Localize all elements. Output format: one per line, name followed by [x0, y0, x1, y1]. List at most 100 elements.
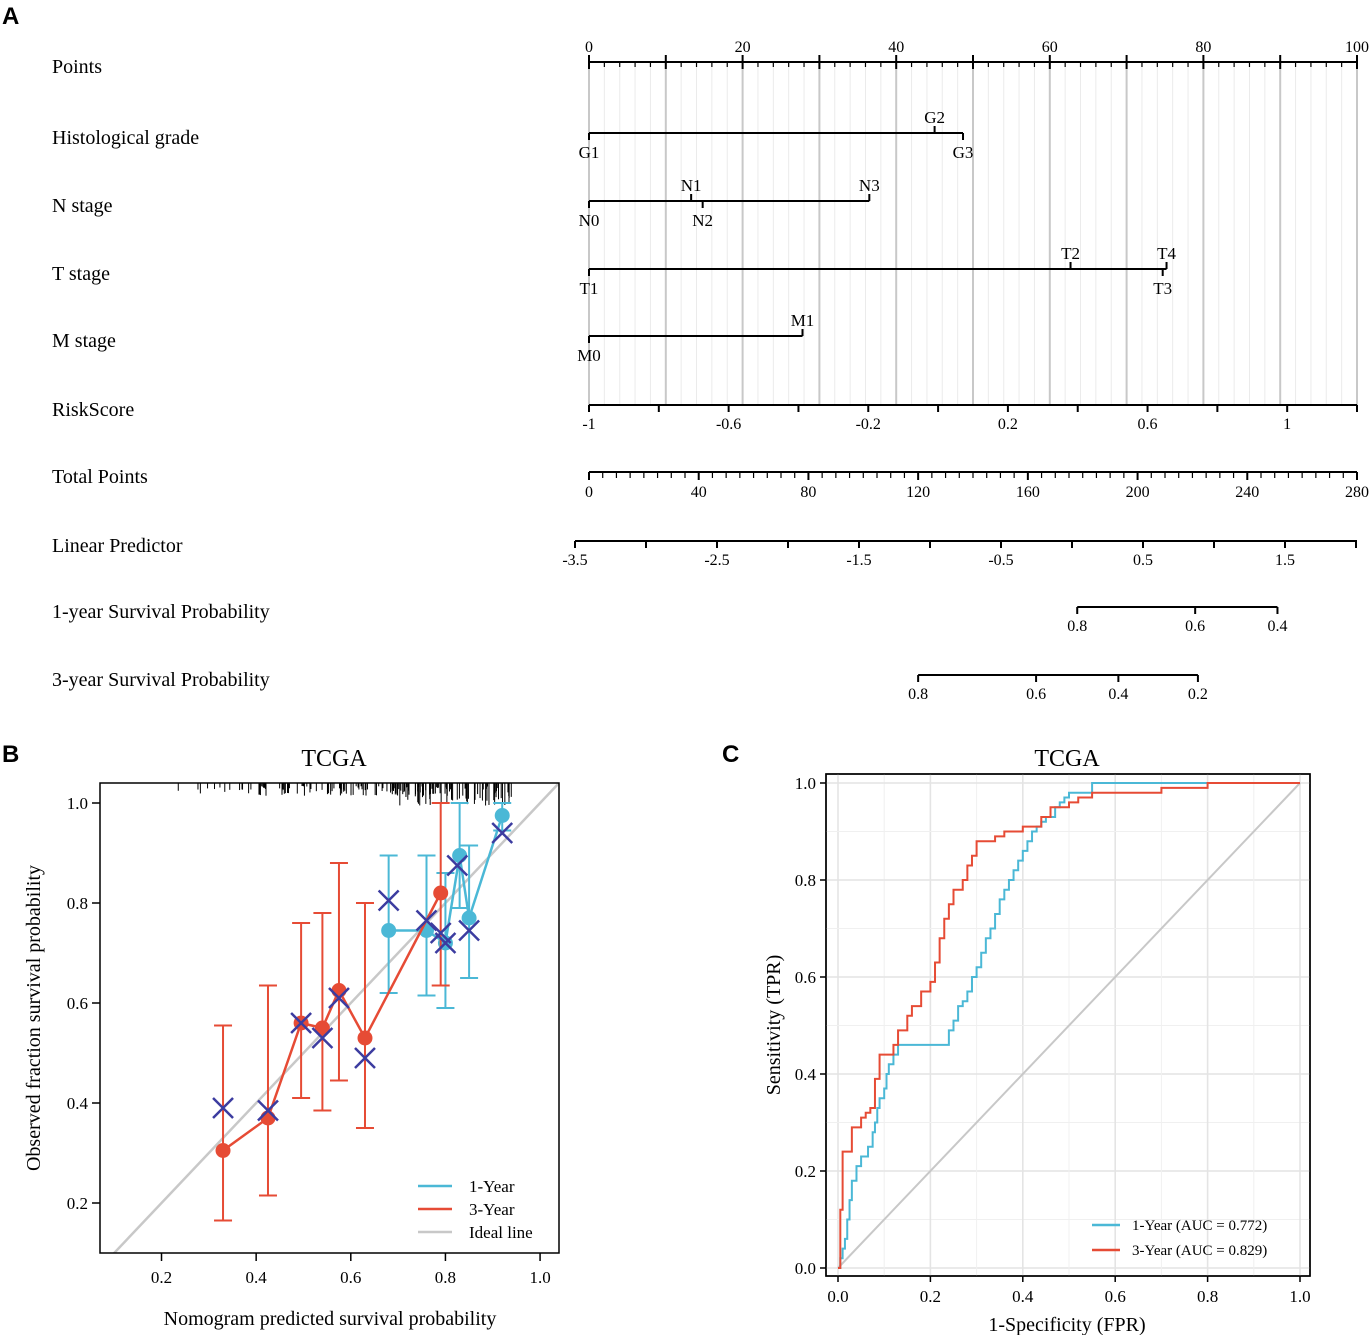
- roc-curve: [838, 782, 1300, 1269]
- total-points-tick-label: 240: [1235, 484, 1259, 501]
- calibration-point: [215, 1143, 231, 1158]
- survival-tick-label: 0.6: [1185, 618, 1205, 635]
- calibration-point: [461, 910, 477, 926]
- calibration-legend-label: 3-Year: [469, 1200, 515, 1219]
- calibration-point: [314, 1020, 330, 1036]
- calibration-x-tick-label: 0.2: [151, 1268, 172, 1287]
- riskscore-tick-label: 0.6: [1138, 416, 1158, 433]
- survival-tick-label: 0.4: [1108, 686, 1128, 703]
- roc-x-tick-label: 0.6: [1105, 1287, 1126, 1306]
- linear-predictor-tick-label: -1.5: [846, 552, 871, 569]
- roc-x-tick-label: 0.2: [920, 1287, 941, 1306]
- calibration-y-tick-label: 0.2: [67, 1194, 88, 1213]
- total-points-tick-label: 40: [691, 484, 707, 501]
- factor-level-label: N2: [692, 211, 713, 230]
- calibration-legend-label: Ideal line: [469, 1223, 533, 1242]
- row-label: Histological grade: [52, 127, 199, 149]
- riskscore-tick-label: 0.2: [998, 416, 1018, 433]
- total-points-tick-label: 80: [800, 484, 816, 501]
- calibration-plot: TCGA Nomogram predicted survival probabi…: [23, 746, 560, 1330]
- bias-corrected-cross: [354, 1047, 376, 1069]
- calibration-x-tick-label: 1.0: [529, 1268, 550, 1287]
- calibration-y-tick-label: 0.4: [67, 1094, 89, 1113]
- row-label: T stage: [52, 263, 110, 285]
- row-label: 1-year Survival Probability: [52, 601, 270, 623]
- riskscore-tick-label: -1: [582, 416, 595, 433]
- bias-corrected-cross: [429, 922, 452, 944]
- calibration-point: [381, 923, 397, 938]
- points-tick-label: 80: [1195, 39, 1211, 56]
- factor-level-label: T1: [580, 279, 599, 298]
- calibration-x-label: Nomogram predicted survival probability: [164, 1308, 497, 1330]
- calibration-y-tick-label: 1.0: [67, 794, 88, 813]
- riskscore-tick-label: -0.6: [716, 416, 741, 433]
- calibration-y-label: Observed fraction survival probability: [23, 865, 45, 1171]
- bias-corrected-cross: [257, 1099, 279, 1122]
- linear-predictor-tick-label: -2.5: [704, 552, 729, 569]
- factor-level-label: G2: [924, 108, 945, 127]
- calibration-point: [433, 885, 449, 901]
- survival-tick-label: 0.4: [1267, 618, 1287, 635]
- row-label: Points: [52, 56, 102, 78]
- bias-corrected-cross: [212, 1097, 234, 1119]
- factor-level-label: N1: [681, 176, 702, 195]
- factor-level-label: N3: [859, 176, 880, 195]
- roc-title: TCGA: [1034, 746, 1100, 772]
- panel-label-c: C: [722, 741, 739, 768]
- factor-level-label: T2: [1061, 244, 1080, 263]
- bias-corrected-cross: [491, 822, 514, 844]
- bias-corrected-cross: [311, 1027, 334, 1049]
- points-tick-label: 60: [1042, 39, 1058, 56]
- calibration-y-tick-label: 0.6: [67, 994, 88, 1013]
- survival-tick-label: 0.8: [1067, 618, 1087, 635]
- bias-corrected-cross: [377, 889, 400, 912]
- calibration-title: TCGA: [301, 746, 367, 772]
- calibration-legend-label: 1-Year: [469, 1177, 515, 1196]
- bias-corrected-cross: [446, 854, 469, 877]
- calibration-x-tick-label: 0.6: [340, 1268, 361, 1287]
- calibration-point: [494, 808, 510, 823]
- factor-level-label: T3: [1153, 279, 1172, 298]
- calibration-point: [452, 848, 468, 863]
- factor-level-label: G1: [579, 143, 600, 162]
- total-points-tick-label: 120: [906, 484, 930, 501]
- nomogram: Points 0 20 40 60 80 100 Histological grade G1 G2…: [52, 39, 1369, 703]
- roc-y-label: Sensitivity (TPR): [763, 955, 785, 1096]
- calibration-point: [260, 1110, 276, 1126]
- roc-x-label: 1-Specificity (FPR): [988, 1314, 1145, 1335]
- bias-corrected-cross: [290, 1012, 312, 1034]
- riskscore-tick-label: -0.2: [856, 416, 881, 433]
- linear-predictor-tick-label: -3.5: [562, 552, 587, 569]
- total-points-tick-label: 0: [585, 484, 593, 501]
- calibration-point: [331, 983, 347, 998]
- linear-predictor-tick-label: -0.5: [988, 552, 1013, 569]
- linear-predictor-tick-label: 0.5: [1133, 552, 1153, 569]
- row-label: Total Points: [52, 466, 148, 488]
- total-points-tick-label: 200: [1126, 484, 1150, 501]
- roc-frame-border: [825, 773, 1311, 1277]
- total-points-tick-label: 160: [1016, 484, 1040, 501]
- points-tick-label: 0: [585, 39, 593, 56]
- factor-level-label: N0: [579, 211, 600, 230]
- row-label: N stage: [52, 195, 113, 217]
- bias-corrected-cross: [328, 987, 350, 1009]
- roc-y-tick-label: 1.0: [795, 774, 816, 793]
- row-label: M stage: [52, 330, 116, 352]
- points-tick-label: 100: [1345, 39, 1369, 56]
- roc-plot: TCGA 1-Specificity (FPR) Sensitivity (TP…: [763, 746, 1311, 1335]
- factor-level-label: M1: [791, 311, 815, 330]
- roc-legend-label: 3-Year (AUC = 0.829): [1132, 1243, 1267, 1259]
- calibration-frame: [99, 782, 560, 1254]
- calibration-x-tick-label: 0.8: [435, 1268, 456, 1287]
- panel-label-a: A: [2, 3, 19, 30]
- row-label: RiskScore: [52, 399, 134, 421]
- roc-x-tick-label: 0.4: [1012, 1287, 1034, 1306]
- row-label: Linear Predictor: [52, 535, 183, 557]
- panel-label-b: B: [2, 741, 19, 768]
- roc-y-tick-label: 0.8: [795, 871, 816, 890]
- survival-tick-label: 0.2: [1188, 686, 1208, 703]
- points-tick-label: 40: [888, 39, 904, 56]
- row-label: 3-year Survival Probability: [52, 669, 270, 691]
- roc-y-tick-label: 0.4: [795, 1065, 817, 1084]
